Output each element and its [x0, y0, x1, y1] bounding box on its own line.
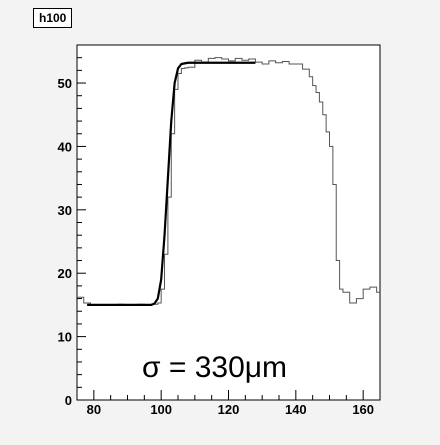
y-tick-label: 30 [58, 203, 72, 218]
histogram-title: h100 [33, 8, 73, 28]
axis-ticks: 0 10 20 30 40 50 80 100 120 140 160 [58, 44, 381, 417]
y-tick-label: 50 [58, 76, 72, 91]
fit-line [87, 61, 256, 307]
y-tick-label: 40 [58, 139, 72, 154]
plot-frame [76, 44, 381, 401]
y-tick-label: 20 [58, 266, 72, 281]
x-tick-label: 140 [285, 402, 307, 417]
series-group [77, 57, 380, 307]
x-tick-label: 160 [352, 402, 374, 417]
x-tick-label: 80 [87, 402, 101, 417]
y-tick-label: 10 [58, 330, 72, 345]
x-tick-label: 120 [218, 402, 240, 417]
y-tick-label: 0 [65, 393, 72, 408]
x-tick-label: 100 [150, 402, 172, 417]
sigma-annotation: σ = 330μm [142, 351, 287, 384]
